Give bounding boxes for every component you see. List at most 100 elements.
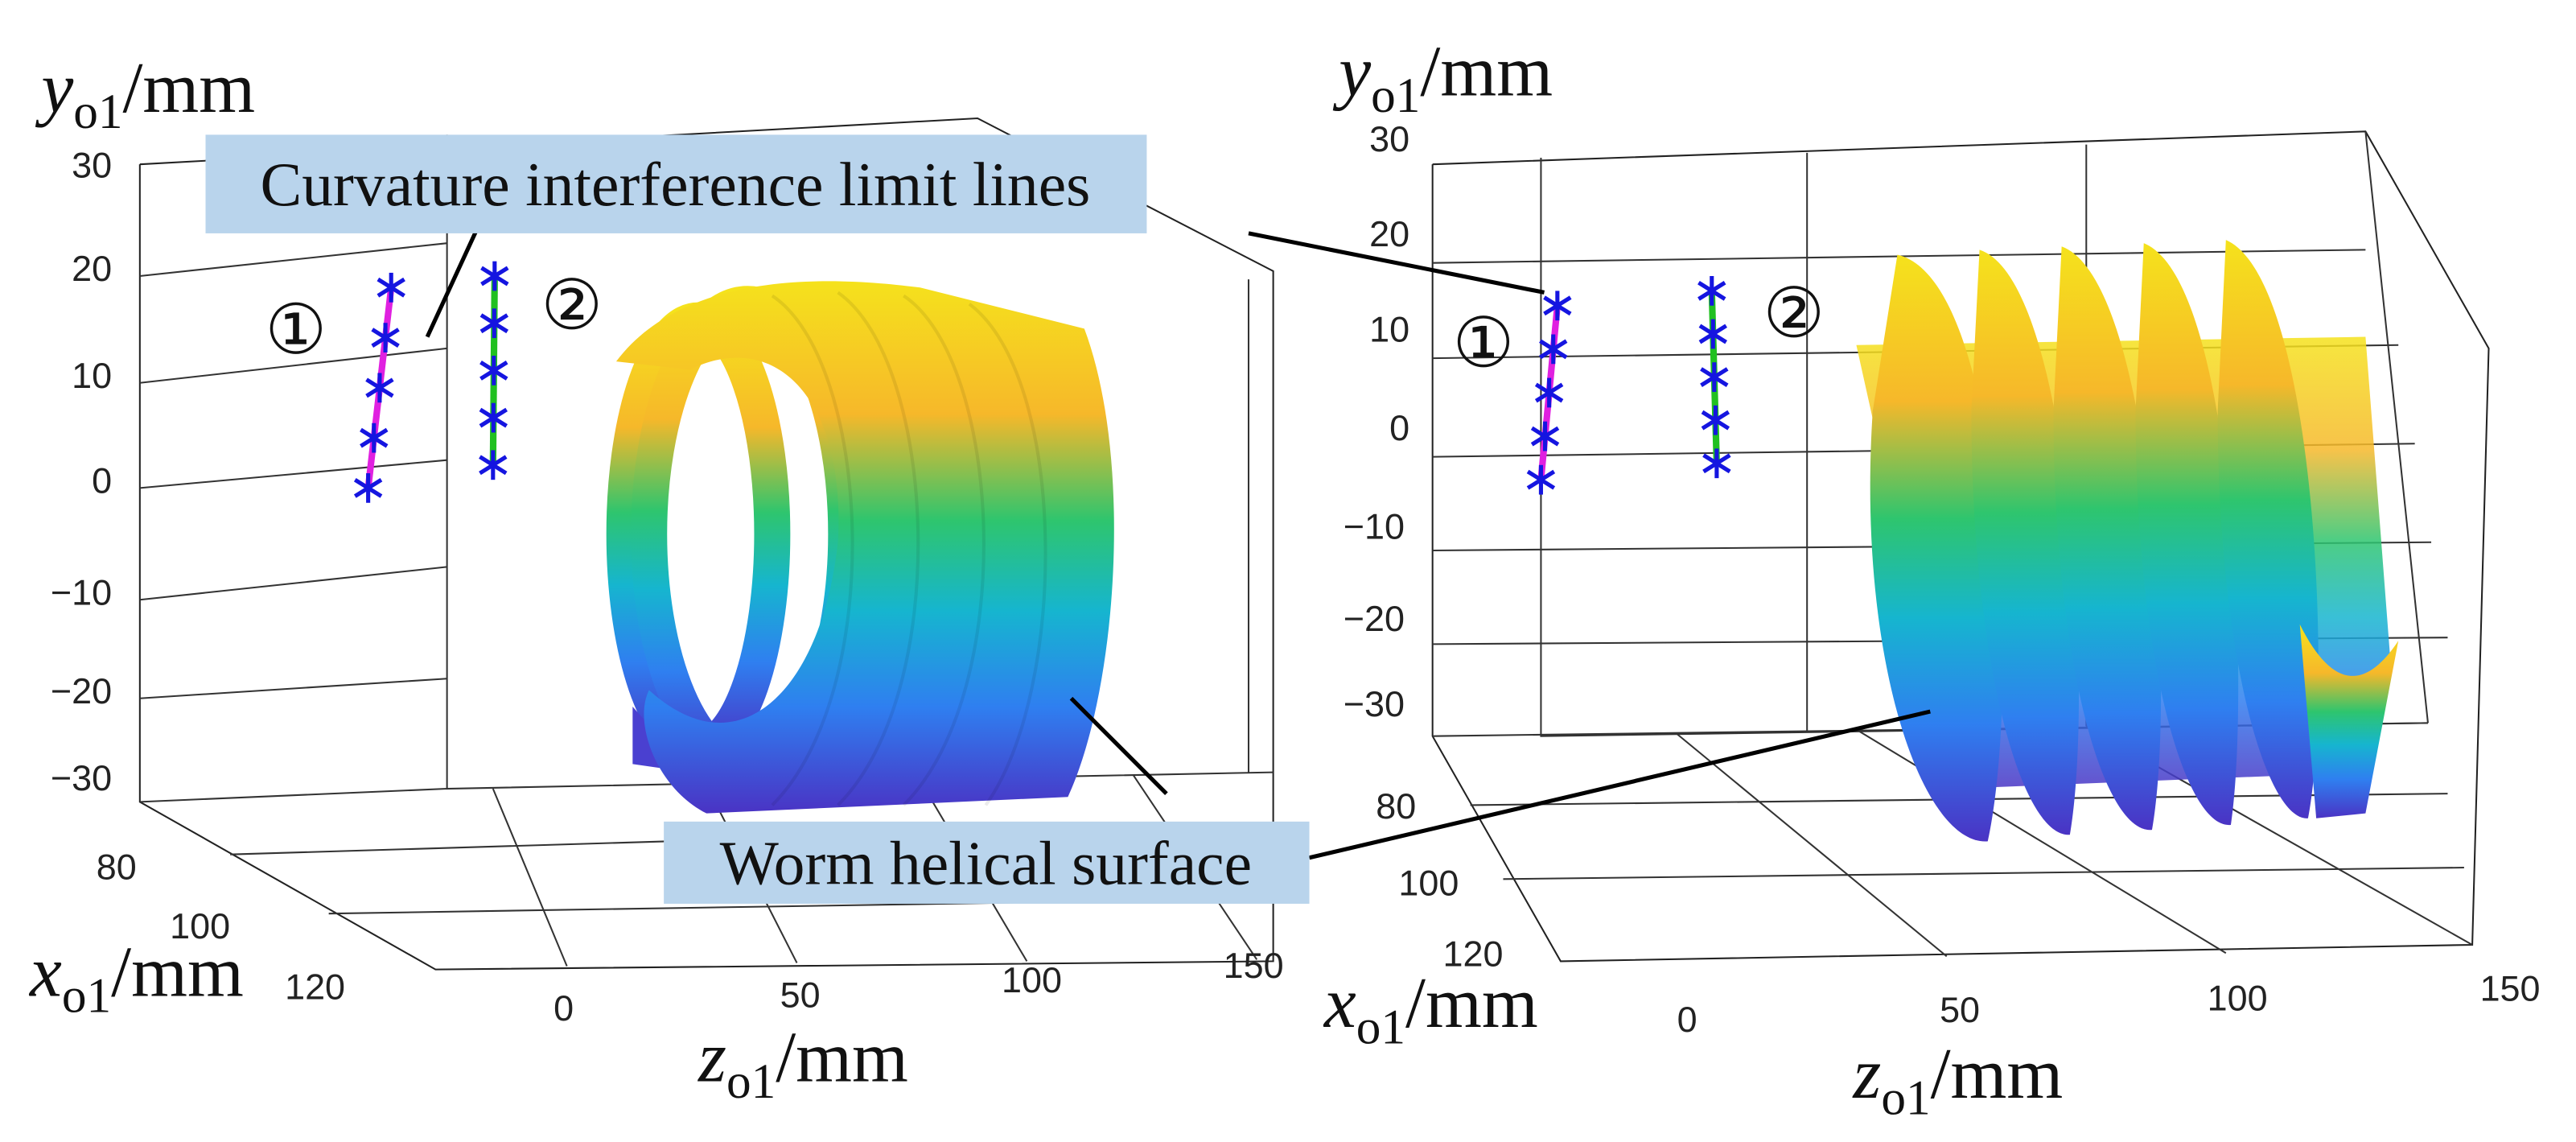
- marker: [1701, 405, 1730, 435]
- marker: [1543, 291, 1572, 321]
- worm-surface-right: [1856, 240, 2399, 842]
- marker-stroke: [479, 455, 508, 476]
- marker: [1698, 319, 1727, 349]
- marker-stroke: [371, 328, 400, 348]
- axis-var: y: [35, 48, 73, 128]
- z-tick-label: 150: [2480, 967, 2541, 1008]
- axis-sub: o1: [1356, 1000, 1405, 1054]
- annotation-box: [205, 134, 1147, 233]
- marker-stroke: [1539, 339, 1568, 360]
- line-label: ②: [541, 265, 603, 345]
- x-tick-label: 120: [1443, 934, 1504, 975]
- axis-sub: o1: [1881, 1070, 1930, 1125]
- z-tick-label: 0: [553, 987, 574, 1029]
- y-tick-label: −30: [51, 757, 112, 798]
- marker-stroke: [365, 377, 394, 398]
- annotation-box: [664, 821, 1310, 904]
- marker: [1526, 464, 1556, 495]
- marker: [479, 402, 508, 433]
- y-tick-label: 20: [72, 248, 112, 289]
- marker: [479, 356, 508, 385]
- x-tick-label: 100: [1398, 863, 1459, 904]
- axis-unit: /mm: [1931, 1034, 2064, 1114]
- y-tick-label: 20: [1369, 213, 1409, 254]
- axis-sub: o1: [1371, 68, 1420, 123]
- annotation: Worm helical surface: [720, 828, 1252, 897]
- axis-label: xo1/mm: [1323, 963, 1538, 1054]
- axis-unit: /mm: [1405, 963, 1538, 1043]
- axis-label: zo1/mm: [1851, 1034, 2063, 1125]
- worm-surface-left: [606, 281, 1114, 814]
- y-tick-label: 10: [72, 355, 112, 396]
- y-tick-label: 0: [92, 460, 112, 501]
- axis-label: yo1/mm: [35, 48, 255, 139]
- axis-var: y: [1332, 31, 1371, 111]
- x-tick-label: 120: [285, 966, 345, 1007]
- marker: [480, 261, 509, 291]
- line-label: ①: [265, 290, 327, 370]
- y-tick-label: −10: [1344, 506, 1405, 547]
- marker: [371, 323, 400, 352]
- y-tick-label: −20: [51, 670, 112, 711]
- marker: [479, 308, 509, 339]
- y-tick-label: 0: [1389, 407, 1409, 448]
- marker-stroke: [377, 277, 405, 298]
- x-tick-label: 80: [97, 846, 137, 887]
- marker: [365, 373, 394, 403]
- axis-label: xo1/mm: [28, 932, 244, 1023]
- axis-unit: /mm: [111, 932, 244, 1012]
- marker-stroke: [1534, 382, 1564, 403]
- marker: [360, 423, 389, 453]
- marker-stroke: [479, 361, 508, 381]
- line-label: ②: [1763, 274, 1825, 354]
- axis-var: z: [1851, 1034, 1881, 1114]
- z-tick-label: 100: [2208, 978, 2268, 1019]
- axis-unit: /mm: [776, 1017, 908, 1097]
- marker: [377, 272, 405, 303]
- y-tick-label: −10: [51, 571, 112, 612]
- y-tick-label: 30: [1369, 118, 1409, 159]
- z-tick-label: 50: [780, 975, 821, 1016]
- z-tick-label: 0: [1677, 999, 1697, 1040]
- marker: [1702, 448, 1731, 479]
- marker: [479, 450, 508, 480]
- marker-stroke: [479, 407, 508, 428]
- marker-stroke: [1700, 367, 1729, 387]
- marker-stroke: [360, 427, 389, 448]
- axis-var: x: [28, 932, 62, 1012]
- leaders: [425, 229, 1931, 860]
- marker-stroke: [353, 478, 383, 498]
- y-tick-label: 30: [72, 145, 112, 186]
- line-label: ①: [1453, 303, 1515, 383]
- marker-stroke: [1526, 469, 1556, 490]
- z-tick-label: 100: [1002, 959, 1062, 1000]
- axis-unit: /mm: [122, 48, 255, 128]
- y-tick-label: 10: [1369, 309, 1409, 350]
- marker-stroke: [1530, 426, 1560, 447]
- z-tick-label: 50: [1940, 989, 1980, 1030]
- axis-var: x: [1323, 963, 1356, 1043]
- y-tick-label: −30: [1344, 683, 1405, 724]
- marker: [1530, 421, 1560, 451]
- axis-label: zo1/mm: [697, 1017, 908, 1108]
- y-tick-label: −20: [1344, 598, 1405, 639]
- marker: [1697, 276, 1726, 306]
- marker: [1539, 334, 1568, 365]
- marker: [1534, 377, 1564, 408]
- marker-stroke: [1543, 295, 1572, 316]
- marker-stroke: [480, 266, 509, 287]
- axis-sub: o1: [62, 969, 111, 1024]
- marker-stroke: [479, 313, 509, 334]
- marker: [1700, 362, 1729, 392]
- axis-label: yo1/mm: [1332, 31, 1553, 122]
- marker-stroke: [1701, 410, 1730, 431]
- axis-sub: o1: [73, 85, 122, 139]
- x-tick-label: 80: [1376, 785, 1416, 827]
- z-tick-label: 150: [1224, 945, 1284, 986]
- marker: [353, 473, 383, 503]
- marker-stroke: [1698, 324, 1727, 344]
- marker-stroke: [1697, 281, 1726, 301]
- annotation: Curvature interference limit lines: [261, 150, 1091, 219]
